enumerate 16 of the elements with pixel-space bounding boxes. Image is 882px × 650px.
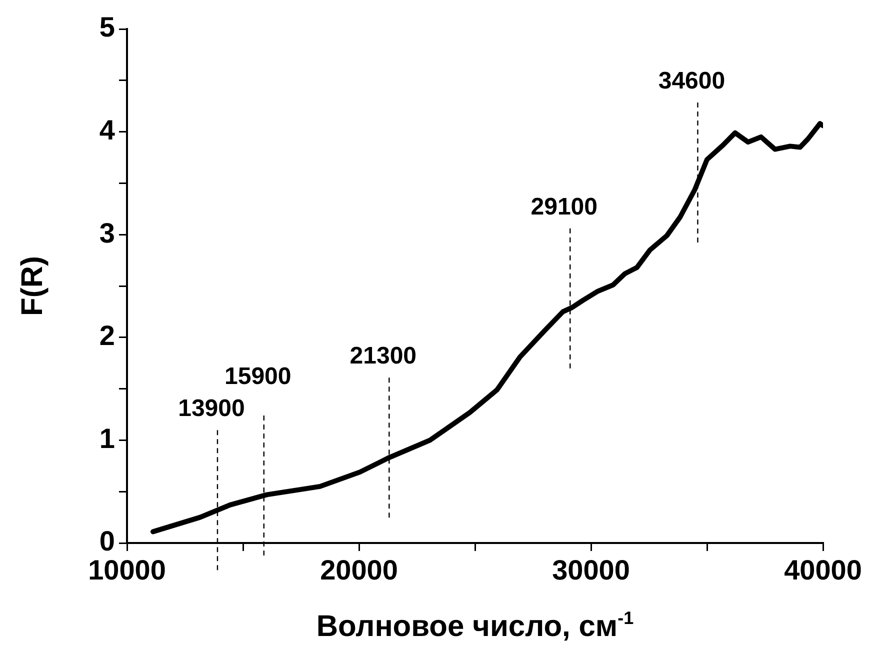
x-tick-label: 10000 [88, 554, 166, 586]
y-tick-label: 5 [99, 12, 115, 43]
ref-line-label: 13900 [178, 395, 245, 422]
y-tick-label: 0 [99, 526, 115, 557]
x-tick-label: 40000 [784, 554, 862, 586]
y-tick-label: 3 [99, 217, 115, 248]
ref-line-label: 21300 [350, 342, 417, 370]
x-tick-label: 20000 [320, 554, 398, 586]
y-axis-title: F(R) [16, 256, 49, 316]
ref-line-label: 29100 [530, 193, 598, 220]
y-tick-label: 1 [99, 422, 115, 454]
ref-line-label: 15900 [224, 363, 292, 390]
ref-line-label: 34600 [658, 67, 726, 94]
y-tick-label: 4 [99, 114, 116, 146]
x-tick-label: 30000 [552, 554, 630, 586]
y-tick-label: 2 [99, 320, 115, 352]
